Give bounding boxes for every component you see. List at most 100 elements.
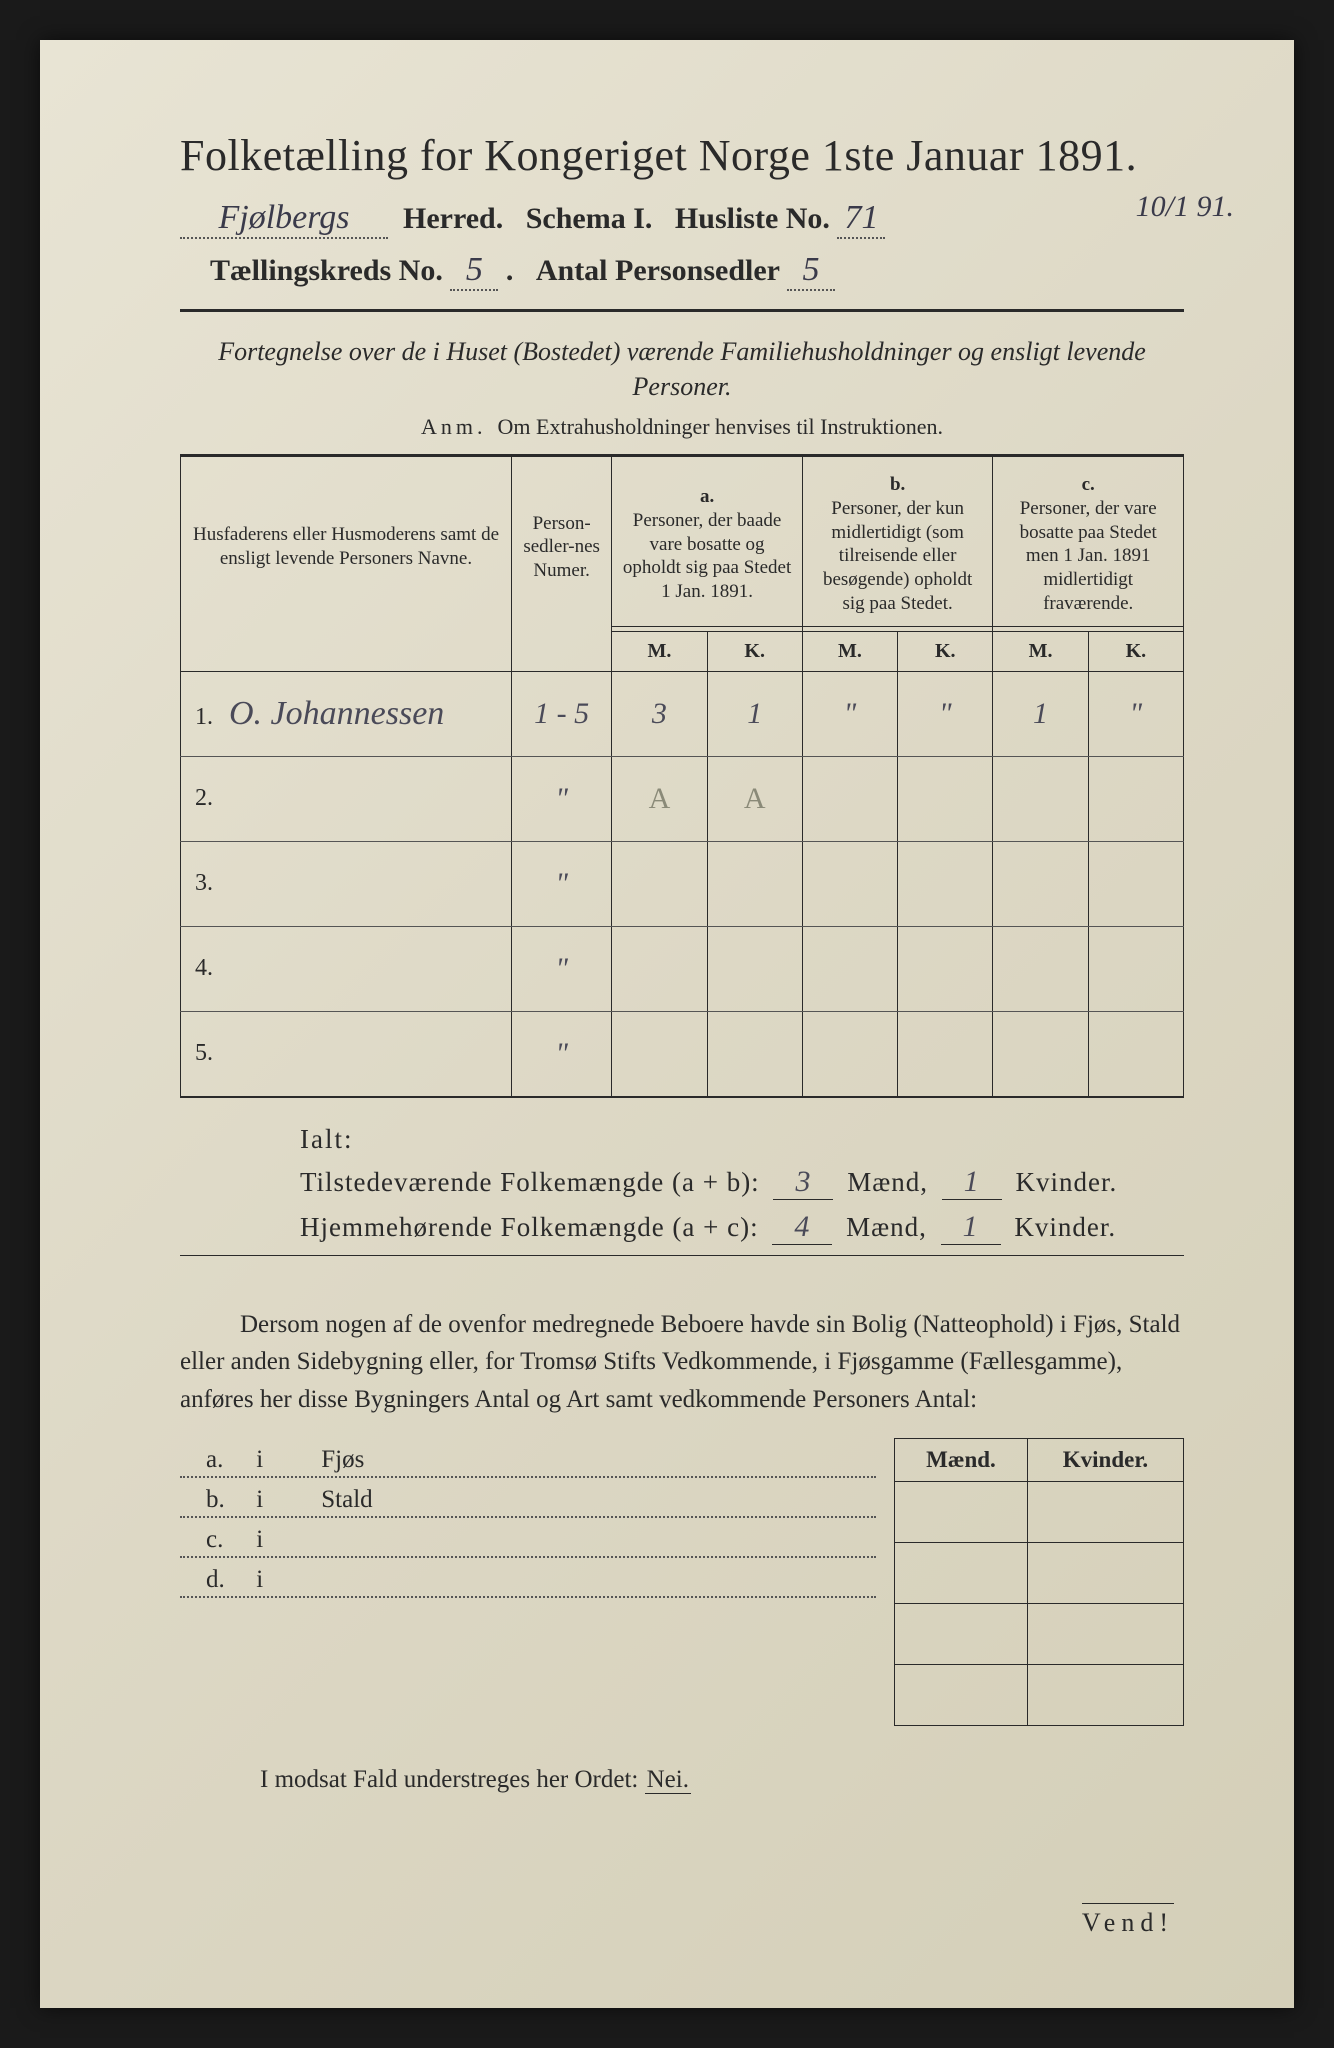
husliste-label: Husliste No. — [675, 202, 830, 235]
row-num: 5. — [195, 1040, 223, 1067]
herred-value: Fjølbergs — [180, 199, 388, 239]
abcd-fjos: Fjøs — [321, 1446, 364, 1473]
faint-mark: A — [744, 782, 766, 815]
col-b-m: M. — [802, 631, 897, 671]
col-a-m: M. — [612, 631, 707, 671]
abcd-i: i — [256, 1526, 296, 1554]
cell-aK: 1 — [747, 697, 762, 730]
divider-2 — [180, 1255, 1184, 1256]
cell-cK: " — [1130, 697, 1143, 730]
abcd-b: b. — [206, 1486, 250, 1514]
abcd-row: a. i Fjøs — [180, 1446, 876, 1478]
tilstede-label: Tilstedeværende Folkemængde (a + b): — [300, 1167, 760, 1197]
col-a-text: Personer, der baade vare bosatte og opho… — [620, 509, 794, 604]
antal-value: 5 — [787, 251, 835, 291]
census-table: Husfaderens eller Husmoderens samt de en… — [180, 454, 1184, 1098]
table-row: 3. " — [181, 841, 1184, 926]
tilstede-m: 3 — [773, 1165, 833, 1200]
mk-row — [895, 1665, 1184, 1726]
hjemme-k: 1 — [941, 1210, 1001, 1245]
abcd-a: a. — [206, 1446, 250, 1474]
hjemme-m: 4 — [772, 1210, 832, 1245]
abcd-d: d. — [206, 1566, 250, 1594]
col-a-header: a. Personer, der baade vare bosatte og o… — [612, 463, 803, 626]
cell-num: " — [555, 782, 568, 815]
abcd-c: c. — [206, 1526, 250, 1554]
mk-row — [895, 1543, 1184, 1604]
totals-block: Ialt: Tilstedeværende Folkemængde (a + b… — [300, 1124, 1184, 1245]
abcd-i: i — [256, 1566, 296, 1594]
mk-kvinder: Kvinder. — [1027, 1439, 1183, 1482]
bottom-section: a. i Fjøs b. i Stald c. i d. i — [180, 1438, 1184, 1726]
anm-lead: Anm. — [421, 414, 487, 439]
divider-1 — [180, 309, 1184, 312]
modsat-text: I modsat Fald understreges her Ordet: — [260, 1766, 638, 1793]
table-row: 2. " A A — [181, 756, 1184, 841]
col-a-k: K. — [707, 631, 802, 671]
cell-bM: " — [844, 697, 857, 730]
kreds-label: Tællingskreds No. — [210, 254, 443, 287]
cell-num: " — [555, 1037, 568, 1070]
col-c-m: M. — [993, 631, 1088, 671]
col-c-label: c. — [1001, 473, 1175, 497]
row-name: O. Johannessen — [229, 695, 444, 732]
header-line-3: Tællingskreds No. 5 . Antal Personsedler… — [180, 251, 1184, 291]
maend-label: Mænd, — [846, 1212, 927, 1242]
cell-aM: 3 — [652, 697, 667, 730]
kreds-value: 5 — [450, 251, 498, 291]
cell-num: 1 - 5 — [534, 697, 589, 730]
abcd-i: i — [256, 1486, 296, 1514]
col-num-header: Person-sedler-nes Numer. — [511, 463, 611, 631]
table-row: 4. " — [181, 926, 1184, 1011]
intro-text: Fortegnelse over de i Huset (Bostedet) v… — [180, 334, 1184, 404]
cell-cM: 1 — [1033, 697, 1048, 730]
col-b-label: b. — [811, 473, 985, 497]
abcd-row: b. i Stald — [180, 1486, 876, 1518]
main-title: Folketælling for Kongeriget Norge 1ste J… — [180, 130, 1184, 181]
table-row: 1. O. Johannessen 1 - 5 3 1 " " 1 " — [181, 671, 1184, 756]
hjemme-label: Hjemmehørende Folkemængde (a + c): — [300, 1212, 759, 1242]
row-num: 4. — [195, 955, 223, 982]
col-a-label: a. — [620, 485, 794, 509]
col-b-text: Personer, der kun midlertidigt (som tilr… — [811, 497, 985, 616]
col-b-k: K. — [898, 631, 993, 671]
abcd-row: c. i — [180, 1526, 876, 1558]
vend-label: Vend! — [1082, 1903, 1174, 1938]
totals-row-2: Hjemmehørende Folkemængde (a + c): 4 Mæn… — [300, 1210, 1184, 1245]
modsat-nei: Nei. — [645, 1766, 691, 1794]
row-num: 3. — [195, 870, 223, 897]
antal-label: Antal Personsedler — [536, 254, 780, 287]
cell-bK: " — [939, 697, 952, 730]
totals-row-1: Tilstedeværende Folkemængde (a + b): 3 M… — [300, 1165, 1184, 1200]
herred-label: Herred. — [403, 202, 503, 235]
anm-line: Anm. Om Extrahusholdninger henvises til … — [180, 414, 1184, 440]
mk-row — [895, 1482, 1184, 1543]
col-name-header: Husfaderens eller Husmoderens samt de en… — [181, 463, 512, 631]
col-c-k: K. — [1088, 631, 1183, 671]
kvinder-label: Kvinder. — [1014, 1212, 1116, 1242]
ialt-label: Ialt: — [300, 1124, 1184, 1155]
row-num: 1. — [195, 704, 223, 731]
mk-maend: Mænd. — [895, 1439, 1028, 1482]
husliste-value: 71 — [837, 199, 885, 239]
abcd-row: d. i — [180, 1566, 876, 1598]
row-num: 2. — [195, 785, 223, 812]
modsat-line: I modsat Fald understreges her Ordet: Ne… — [260, 1766, 1184, 1794]
schema-label: Schema I. — [526, 202, 653, 235]
content-area: Folketælling for Kongeriget Norge 1ste J… — [40, 40, 1294, 1834]
abcd-list: a. i Fjøs b. i Stald c. i d. i — [180, 1438, 876, 1606]
faint-mark: A — [649, 782, 671, 815]
col-c-header: c. Personer, der vare bosatte paa Stedet… — [993, 463, 1184, 626]
document-page: 10/1 91. Folketælling for Kongeriget Nor… — [40, 40, 1294, 2008]
anm-rest: Om Extrahusholdninger henvises til Instr… — [498, 414, 943, 439]
table-row: 5. " — [181, 1011, 1184, 1097]
col-c-text: Personer, der vare bosatte paa Stedet me… — [1001, 497, 1175, 616]
abcd-stald: Stald — [321, 1486, 372, 1513]
header-line-2: Fjølbergs Herred. Schema I. Husliste No.… — [180, 199, 1184, 239]
maend-label: Mænd, — [847, 1167, 928, 1197]
mk-row — [895, 1604, 1184, 1665]
paragraph: Dersom nogen af de ovenfor medregnede Be… — [180, 1306, 1184, 1419]
cell-num: " — [555, 867, 568, 900]
abcd-i: i — [256, 1446, 296, 1474]
mk-table: Mænd. Kvinder. — [894, 1438, 1184, 1726]
